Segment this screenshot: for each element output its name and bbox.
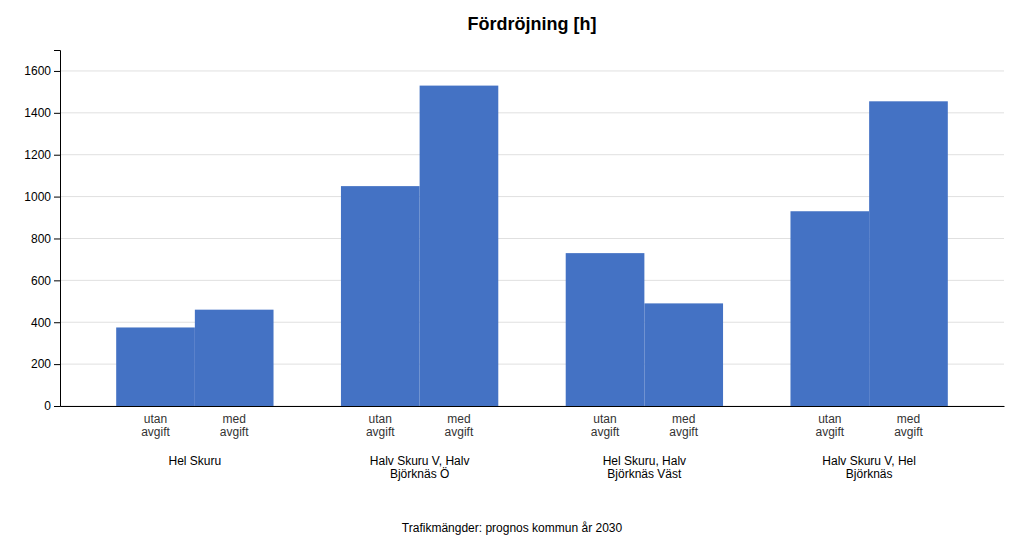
y-tick-mark [54, 197, 60, 198]
text-line: med [897, 412, 920, 426]
bar [341, 186, 420, 406]
y-tick-mark [54, 238, 60, 239]
y-tick-label: 800 [31, 232, 51, 246]
text-line: Björknäs Väst [607, 467, 682, 481]
x-axis-line [61, 406, 1005, 407]
bar [790, 211, 869, 406]
y-tick: 800 [31, 232, 60, 246]
text-line: Halv Skuru V, Hel [822, 454, 916, 468]
grid-line [60, 196, 1004, 197]
y-tick: 1200 [24, 148, 60, 162]
text-line: Hel Skuru, Halv [603, 454, 686, 468]
y-tick: 1600 [24, 64, 60, 78]
text-line: avgift [815, 425, 844, 439]
text-line: avgift [894, 425, 923, 439]
text-line: med [447, 412, 470, 426]
y-tick-label: 1400 [24, 106, 51, 120]
chart: 02004006008001000120014001600utanavgiftu… [0, 0, 1024, 546]
text-line: utan [593, 412, 616, 426]
y-tick-mark [54, 113, 60, 114]
text-line: Halv Skuru V, Halv [370, 454, 470, 468]
x-label: Trafikmängder: prognos kommun år 2030 [402, 521, 623, 535]
group-label: Hel Skuru [169, 454, 222, 468]
x-axis [61, 406, 1005, 407]
y-tick-label: 600 [31, 274, 51, 288]
text-line: Hel Skuru [169, 454, 222, 468]
y-tick: 200 [31, 357, 60, 371]
group-label: Hel Skuru, HalvBjörknäs Väst [603, 454, 686, 482]
bar-sublabel: utanavgift [591, 412, 620, 440]
text-line: utan [369, 412, 392, 426]
text-line: utan [144, 412, 167, 426]
bar [644, 303, 723, 406]
text-line: avgift [445, 425, 474, 439]
grid-line [60, 70, 1004, 71]
y-tick: 400 [31, 316, 60, 330]
bar [195, 310, 274, 406]
group-labels: Hel Skuru Halv Skuru V, HalvBjörknäs Ö Hel… [169, 454, 916, 482]
y-tick-mark [54, 322, 60, 323]
bar [420, 86, 499, 406]
text-line: avgift [669, 425, 698, 439]
y-tick: 0 [44, 399, 60, 413]
y-tick-mark [54, 280, 60, 281]
bar [869, 101, 948, 406]
y-axis-line [54, 51, 61, 407]
y-tick-mark [54, 71, 60, 72]
bar-sublabel: utanavgift [366, 412, 395, 440]
text-line: avgift [220, 425, 249, 439]
y-axis: 0 200 400 600 800 1000 1200 1400 1600 [24, 51, 60, 414]
y-tick-mark [54, 364, 60, 365]
grid [60, 71, 1004, 406]
y-tick: 1000 [24, 190, 60, 204]
y-tick-label: 1000 [24, 190, 51, 204]
bar-sublabel: medavgift [445, 412, 474, 440]
text-line: Björknäs [846, 467, 893, 481]
y-tick-mark [54, 155, 60, 156]
text-line: avgift [366, 425, 395, 439]
bar-sublabel: medavgift [669, 412, 698, 440]
bar-sublabel: medavgift [220, 412, 249, 440]
y-tick-label: 0 [44, 399, 51, 413]
group-label: Halv Skuru V, HelBjörknäs [822, 454, 916, 482]
bar-sublabel: medavgift [894, 412, 923, 440]
grid-line [60, 154, 1004, 155]
grid-line [60, 112, 1004, 113]
text-line: med [672, 412, 695, 426]
y-tick: 1400 [24, 106, 60, 120]
title: Fördröjning [h] [468, 14, 597, 34]
text-line: avgift [141, 425, 170, 439]
bar-sublabel: utanavgift [141, 412, 170, 440]
bar-series [195, 86, 948, 406]
y-tick-label: 1200 [24, 148, 51, 162]
bar [566, 253, 645, 406]
y-tick-label: 400 [31, 316, 51, 330]
y-tick: 600 [31, 274, 60, 288]
plot: 02004006008001000120014001600utanavgiftu… [24, 51, 1004, 482]
group-label: Halv Skuru V, HalvBjörknäs Ö [370, 454, 470, 482]
bar [116, 327, 195, 406]
text-line: avgift [591, 425, 620, 439]
bar-sublabel: utanavgift [815, 412, 844, 440]
y-tick-label: 200 [31, 357, 51, 371]
text-line: utan [818, 412, 841, 426]
y-tick-label: 1600 [24, 64, 51, 78]
bars [116, 86, 948, 406]
text-line: Björknäs Ö [390, 467, 449, 481]
bar-sublabels: utanavgiftutanavgiftutanavgiftutanavgift… [141, 412, 923, 440]
y-tick-mark [54, 406, 60, 407]
text-line: med [223, 412, 246, 426]
